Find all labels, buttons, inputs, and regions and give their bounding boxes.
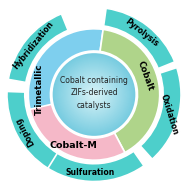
Circle shape xyxy=(81,81,107,108)
Text: Sulfuration: Sulfuration xyxy=(65,168,114,177)
Wedge shape xyxy=(140,68,181,159)
Circle shape xyxy=(77,78,111,111)
Text: Doping: Doping xyxy=(14,115,36,147)
Wedge shape xyxy=(8,14,68,82)
Circle shape xyxy=(91,91,97,98)
Circle shape xyxy=(84,84,104,105)
Wedge shape xyxy=(100,29,160,153)
Circle shape xyxy=(83,83,105,106)
Circle shape xyxy=(58,58,130,131)
Circle shape xyxy=(65,66,123,123)
Circle shape xyxy=(77,77,111,112)
Text: Pyrolysis: Pyrolysis xyxy=(124,17,161,49)
Wedge shape xyxy=(7,91,57,168)
Circle shape xyxy=(88,88,100,101)
Circle shape xyxy=(56,56,132,133)
Circle shape xyxy=(62,62,126,127)
Circle shape xyxy=(86,86,102,103)
Circle shape xyxy=(72,73,116,116)
Text: Cobalt-M: Cobalt-M xyxy=(50,141,98,150)
Circle shape xyxy=(79,79,109,110)
Wedge shape xyxy=(28,29,103,160)
Circle shape xyxy=(59,59,129,130)
Circle shape xyxy=(93,94,95,95)
Circle shape xyxy=(64,64,124,125)
Circle shape xyxy=(68,69,120,120)
Circle shape xyxy=(69,70,119,119)
Circle shape xyxy=(67,68,121,121)
Circle shape xyxy=(73,74,115,115)
Text: Hybridization: Hybridization xyxy=(11,20,55,71)
Circle shape xyxy=(90,90,98,99)
Circle shape xyxy=(53,53,135,136)
Circle shape xyxy=(75,76,113,113)
Circle shape xyxy=(87,87,101,102)
Circle shape xyxy=(85,85,103,104)
Circle shape xyxy=(89,89,99,100)
Wedge shape xyxy=(36,146,144,182)
Text: Trimetallic: Trimetallic xyxy=(35,64,44,115)
Circle shape xyxy=(74,75,114,114)
Circle shape xyxy=(92,92,96,97)
Circle shape xyxy=(82,82,106,107)
Circle shape xyxy=(80,80,108,109)
Wedge shape xyxy=(30,104,125,160)
Circle shape xyxy=(57,57,131,132)
Text: Oxidation: Oxidation xyxy=(159,93,180,136)
Circle shape xyxy=(63,64,125,125)
Circle shape xyxy=(71,72,117,117)
Circle shape xyxy=(66,67,122,122)
Wedge shape xyxy=(104,8,175,69)
Circle shape xyxy=(55,55,133,134)
Circle shape xyxy=(70,71,118,118)
Circle shape xyxy=(54,54,134,135)
Circle shape xyxy=(61,61,127,128)
Text: Cobalt containing
ZIFs-derived
catalysts: Cobalt containing ZIFs-derived catalysts xyxy=(60,76,128,110)
Circle shape xyxy=(60,60,128,129)
Text: Cobalt: Cobalt xyxy=(136,60,155,92)
